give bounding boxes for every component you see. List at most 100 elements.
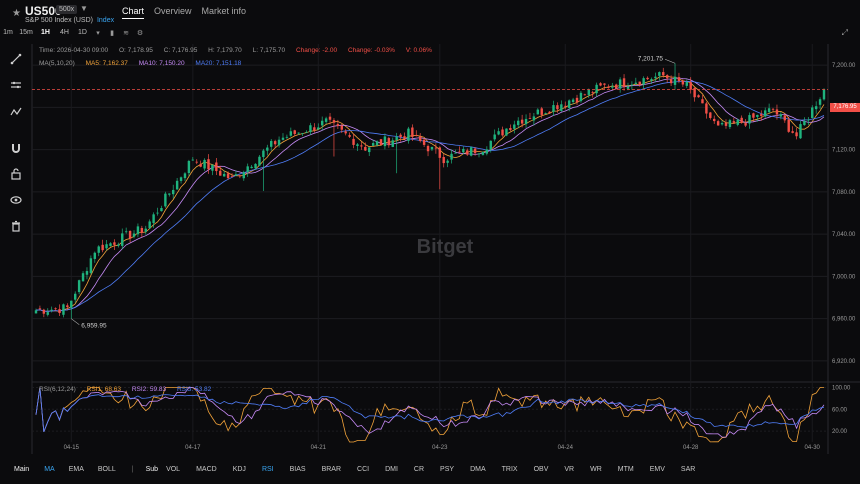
timeframe-15m[interactable]: 15m	[19, 29, 33, 36]
candle-body	[70, 300, 73, 308]
tab-chart[interactable]: Chart	[122, 6, 145, 19]
symbol-name[interactable]: US500	[25, 4, 62, 18]
candle-body	[368, 147, 371, 153]
indicator-sar[interactable]: SAR	[680, 465, 696, 473]
candle-body	[430, 146, 434, 150]
candle-body	[458, 151, 461, 153]
trash-icon[interactable]	[8, 218, 24, 234]
candle-body	[128, 230, 132, 239]
magnet-icon[interactable]	[8, 140, 24, 156]
candle-body	[246, 166, 249, 172]
candle-body	[42, 309, 46, 314]
symbol-dropdown-icon[interactable]: ▼	[80, 4, 88, 13]
symbol-subtitle: S&P 500 Index (USD) Index	[25, 17, 114, 24]
indicator-cci[interactable]: CCI	[357, 465, 370, 473]
ohlc-open: O: 7,178.95	[118, 47, 153, 54]
indicator-dmi[interactable]: DMI	[385, 465, 398, 473]
candle-body	[148, 221, 151, 229]
timeframe-1m[interactable]: 1m	[3, 29, 13, 36]
candle-body	[493, 134, 496, 140]
candle-body	[756, 114, 759, 117]
candle-body	[238, 175, 242, 177]
indicator-kdj[interactable]: KDJ	[232, 465, 246, 473]
ohlc-high: H: 7,179.70	[208, 47, 242, 54]
indicators-icon[interactable]: ≋	[123, 29, 129, 37]
candle-body	[317, 127, 320, 130]
indicator-psy[interactable]: PSY	[440, 465, 455, 473]
lock-icon[interactable]	[8, 166, 24, 182]
candle-type-icon[interactable]: ▮	[110, 29, 114, 37]
candle-body	[697, 95, 700, 98]
candle-body	[399, 134, 402, 137]
candle-body	[622, 78, 626, 88]
horizontal-line-tool-icon[interactable]	[8, 77, 24, 93]
indicator-vol[interactable]: VOL	[166, 465, 181, 473]
candle-body	[344, 131, 347, 134]
favorite-star-icon[interactable]: ★	[12, 8, 21, 19]
candle-body	[450, 153, 453, 160]
indicator-boll[interactable]: BOLL	[97, 465, 116, 473]
candle-body	[658, 72, 661, 76]
candle-body	[728, 120, 732, 128]
timeframe-1d[interactable]: 1D	[78, 29, 87, 36]
indicator-vr[interactable]: VR	[564, 465, 575, 473]
candle-body	[748, 115, 751, 124]
candle-body	[411, 127, 414, 137]
candle-body	[121, 233, 124, 246]
indicator-cr[interactable]: CR	[413, 465, 425, 473]
candle-body	[677, 77, 681, 82]
ma-legend-label[interactable]: MA(5,10,20)	[39, 60, 75, 67]
candle-body	[285, 136, 289, 138]
indicator-bias[interactable]: BIAS	[289, 465, 306, 473]
indicator-ma[interactable]: MA	[44, 465, 55, 473]
indicator-mtm[interactable]: MTM	[617, 465, 634, 473]
candle-body	[356, 144, 359, 146]
candle-body	[187, 161, 191, 174]
date-tick-label: 04-28	[683, 445, 699, 451]
candle-body	[89, 258, 93, 274]
candle-body	[77, 280, 81, 293]
indicator-rsi[interactable]: RSI	[261, 465, 274, 473]
more-timeframes-icon[interactable]: ▾	[96, 29, 100, 37]
candle-body	[144, 228, 147, 232]
candle-body	[313, 127, 316, 131]
candle-body	[544, 113, 547, 114]
symbol-description: S&P 500 Index (USD)	[25, 17, 93, 24]
indicator-dma[interactable]: DMA	[470, 465, 486, 473]
candle-body	[156, 212, 159, 214]
tab-overview[interactable]: Overview	[154, 6, 192, 16]
market-type-link[interactable]: Index	[96, 17, 115, 24]
settings-gear-icon[interactable]: ⚙	[136, 29, 144, 37]
eye-icon[interactable]	[8, 192, 24, 208]
candle-body	[662, 72, 665, 76]
indicator-ema[interactable]: EMA	[68, 465, 84, 473]
indicator-wr[interactable]: WR	[590, 465, 602, 473]
indicator-emv[interactable]: EMV	[649, 465, 665, 473]
rsi2-line	[35, 387, 825, 438]
date-tick-label: 04-15	[64, 445, 80, 451]
candle-body	[117, 244, 120, 246]
rsi-legend-label[interactable]: RSI(6,12,24)	[39, 386, 76, 393]
candle-body	[352, 138, 355, 145]
candle-body	[630, 84, 634, 86]
ohlc-low: L: 7,175.70	[252, 47, 286, 54]
candle-body	[97, 246, 100, 253]
trendline-tool-icon[interactable]	[8, 51, 24, 67]
indicator-macd[interactable]: MACD	[196, 465, 217, 473]
tab-market-info[interactable]: Market info	[201, 6, 247, 16]
indicator-trix[interactable]: TRIX	[501, 465, 518, 473]
timeframe-4h[interactable]: 4H	[60, 29, 69, 36]
candle-body	[665, 75, 669, 79]
pattern-tool-icon[interactable]	[8, 104, 24, 120]
fullscreen-icon[interactable]: ⤢	[841, 28, 848, 37]
timeframe-1h[interactable]: 1H	[41, 29, 50, 36]
candle-body	[66, 305, 69, 308]
indicator-obv[interactable]: OBV	[533, 465, 549, 473]
indicator-brar[interactable]: BRAR	[321, 465, 342, 473]
candle-body	[171, 189, 175, 195]
candle-body	[693, 87, 696, 98]
candle-body	[301, 133, 304, 134]
candle-body	[497, 131, 500, 135]
candle-body	[473, 148, 477, 154]
